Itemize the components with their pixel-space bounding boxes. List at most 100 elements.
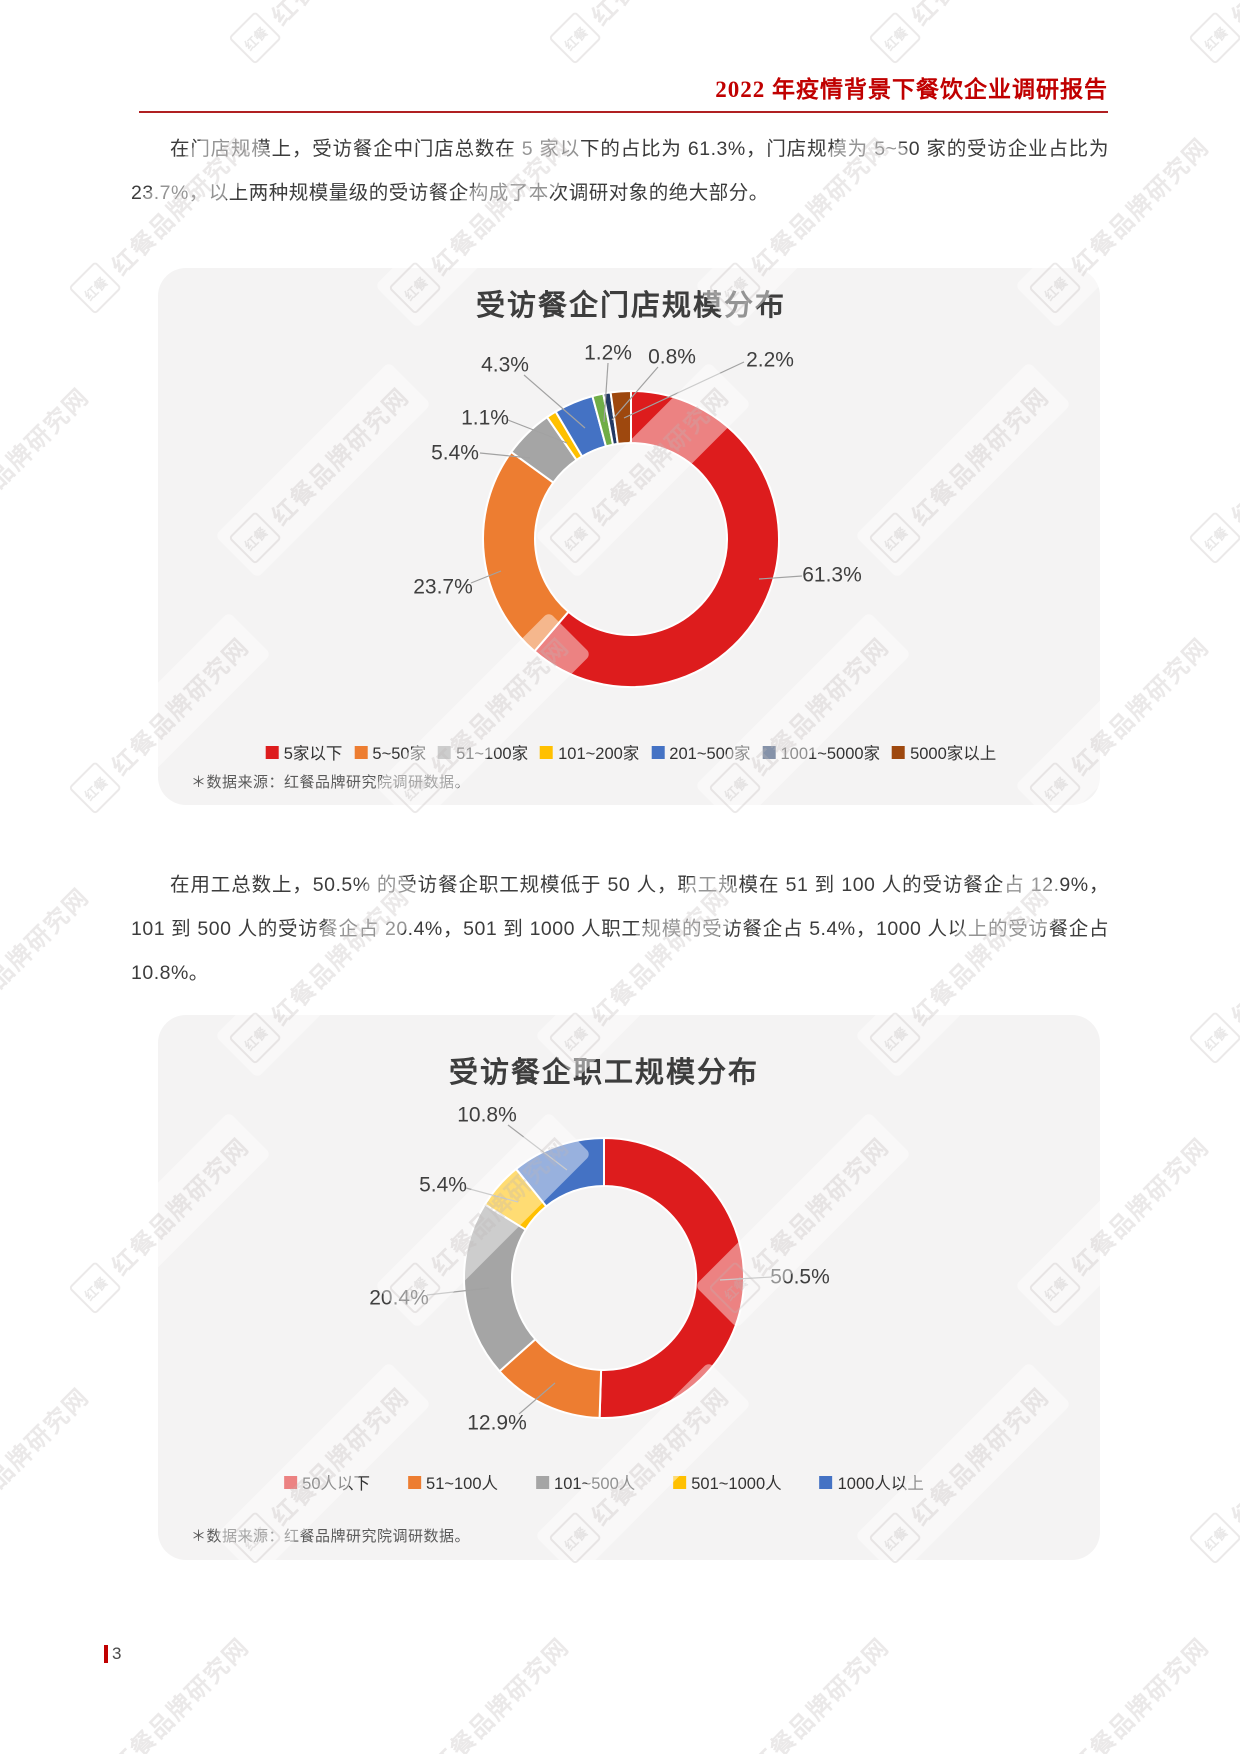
data-label: 0.8%: [648, 346, 696, 369]
data-label: 20.4%: [369, 1287, 429, 1310]
page-number-bar: [104, 1645, 108, 1663]
legend-label: 51~100人: [426, 1475, 499, 1493]
label-leader-line: [719, 1276, 773, 1281]
watermark-text: 红餐品牌研究网: [746, 1632, 895, 1754]
watermark-logo: 红餐: [548, 11, 602, 65]
label-leader-line: [465, 1187, 519, 1203]
label-leader-line: [426, 1287, 490, 1296]
data-label: 12.9%: [467, 1412, 527, 1435]
legend-label: 51~100家: [456, 745, 529, 763]
data-label: 5.4%: [431, 442, 479, 465]
watermark-text: 红餐品牌研究网: [1222, 0, 1240, 31]
watermark-logo: 红餐: [1188, 511, 1240, 565]
donut-chart-store-scale: 61.3% 23.7% 5.4% 1.1% 4.3% 1.2% 0.8% 2.2%: [413, 342, 862, 688]
legend-item: 501~1000人: [673, 1470, 782, 1494]
legend-item: 5000家以上: [892, 740, 996, 764]
data-label: 50.5%: [770, 1266, 830, 1289]
legend-label: 101~200家: [558, 745, 640, 763]
legend-label: 50人以下: [302, 1475, 371, 1493]
report-header-title: 2022 年疫情背景下餐饮企业调研报告: [715, 77, 1108, 102]
legend-label: 101~500人: [554, 1475, 636, 1493]
label-leader-line: [523, 374, 586, 429]
chart-card-store-scale: 受访餐企门店规模分布 61.3% 23.7% 5.4% 1.1% 4.3% 1.2% 0.8…: [158, 268, 1100, 805]
label-leader-line: [470, 570, 502, 584]
donut-segment-1000人以上: [514, 1136, 605, 1208]
label-leader-line: [518, 1382, 556, 1415]
legend-item: 101~500人: [536, 1470, 635, 1494]
legend-item: 201~500家: [651, 740, 751, 764]
chart-card-staff-scale: 受访餐企职工规模分布 50.5% 12.9% 20.4% 5.4% 10.8% 50人以…: [158, 1015, 1100, 1560]
legend-item: 1001~5000家: [762, 740, 880, 764]
watermark-text: 红餐品牌研究网: [106, 1632, 255, 1754]
data-label: 23.7%: [413, 576, 473, 599]
legend-item: 1000人以上: [819, 1470, 924, 1494]
paragraph-store-scale: 在门店规模上，受访餐企中门店总数在 5 家以下的占比为 61.3%，门店规模为 …: [131, 138, 1109, 204]
paragraph-staff-scale: 在用工总数上，50.5% 的受访餐企职工规模低于 50 人，职工规模在 51 到…: [131, 874, 1109, 984]
donut-segment-5~50家: [482, 450, 570, 653]
watermark-text: 红餐品牌研究网: [1226, 382, 1240, 531]
watermark-logo: 红餐: [868, 11, 922, 65]
legend-color-chip: [408, 1475, 422, 1489]
page-number-value: 3: [112, 1644, 122, 1663]
watermark-text: 红餐品牌研究网: [1066, 1632, 1215, 1754]
data-label: 10.8%: [457, 1104, 517, 1127]
chart-title-staff-scale: 受访餐企职工规模分布: [448, 1057, 760, 1089]
legend-color-chip: [762, 745, 776, 759]
donut-chart-staff-scale: 50.5% 12.9% 20.4% 5.4% 10.8%: [369, 1104, 830, 1435]
legend-item: 51~100家: [438, 740, 528, 764]
watermark-stamp: 红餐红餐品牌研究网: [1174, 861, 1240, 1079]
legend-item: 50人以下: [284, 1470, 370, 1494]
legend-label: 5家以下: [283, 745, 343, 763]
legend-label: 501~1000人: [691, 1475, 782, 1493]
data-label: 1.2%: [584, 342, 632, 365]
legend-label: 5000家以上: [910, 745, 997, 763]
watermark-text: 红餐品牌研究网: [582, 0, 735, 31]
label-leader-line: [611, 366, 659, 421]
donut-segment-5家以下: [533, 389, 780, 688]
chart-legend-store-scale: 5家以下 5~50家 51~100家 101~200家 201~500家 1001~500…: [265, 740, 996, 764]
legend-label: 201~500家: [669, 745, 751, 763]
data-source-note: ＊数据来源：红餐品牌研究院调研数据。: [191, 774, 471, 791]
watermark-logo: 红餐: [1188, 11, 1240, 65]
label-leader-line: [623, 361, 745, 419]
legend-color-chip: [892, 745, 906, 759]
legend-label: 1000人以上: [837, 1475, 924, 1493]
data-label: 61.3%: [802, 564, 862, 587]
watermark-logo: 红餐: [228, 11, 282, 65]
chart-legend-staff-scale: 50人以下 51~100人 101~500人 501~1000人 1000人以上: [284, 1470, 924, 1494]
label-leader-line: [507, 419, 568, 444]
header-rule: [139, 111, 1108, 113]
watermark-logo: 红餐: [68, 761, 122, 815]
page-number: 3: [104, 1644, 121, 1664]
label-leader-line: [758, 575, 803, 580]
legend-color-chip: [354, 745, 368, 759]
chart-title-store-scale: 受访餐企门店规模分布: [475, 290, 787, 322]
watermark-text: 红餐品牌研究网: [0, 382, 95, 531]
label-leader-line: [479, 452, 531, 459]
legend-color-chip: [673, 1475, 687, 1489]
legend-color-chip: [536, 1475, 550, 1489]
watermark-text: 红餐品牌研究网: [1226, 1382, 1240, 1531]
legend-color-chip: [540, 745, 554, 759]
legend-color-chip: [265, 745, 279, 759]
watermark-text: 红餐品牌研究网: [0, 1382, 95, 1531]
watermark-text: 红餐品牌研究网: [902, 0, 1055, 31]
legend-item: 51~100人: [408, 1470, 498, 1494]
legend-label: 5~50家: [372, 745, 427, 763]
legend-color-chip: [819, 1475, 833, 1489]
legend-item: 5~50家: [354, 740, 426, 764]
watermark-logo: 红餐: [68, 1261, 122, 1315]
data-label: 4.3%: [481, 354, 529, 377]
data-label: 5.4%: [419, 1174, 467, 1197]
donut-segment-50人以下: [598, 1136, 746, 1419]
watermark-stamp: 红餐红餐品牌研究网: [1174, 1361, 1240, 1579]
